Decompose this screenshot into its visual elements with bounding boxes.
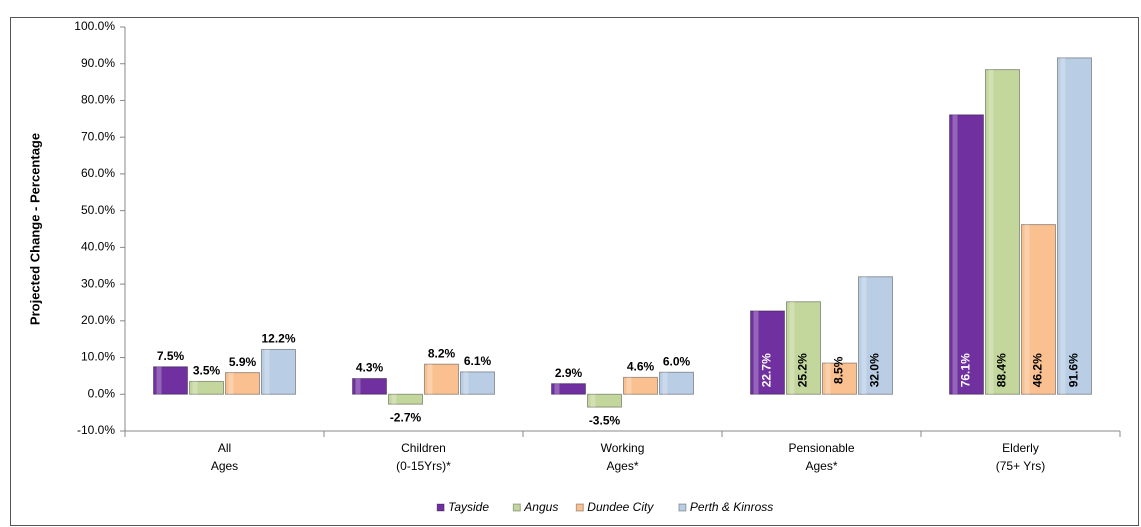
y-tick-label: 60.0%: [81, 166, 115, 180]
bar-highlight: [554, 383, 560, 395]
value-label: 22.7%: [760, 353, 774, 387]
y-tick-label: 90.0%: [81, 56, 115, 70]
bar-highlight: [662, 372, 668, 395]
value-label: 76.1%: [959, 353, 973, 387]
y-tick-label: 100.0%: [74, 19, 115, 33]
value-label: 12.2%: [261, 332, 295, 346]
value-label: 4.3%: [356, 361, 384, 375]
x-tick-label: Children (0-15Yrs)*: [396, 441, 451, 473]
bar: [659, 371, 694, 395]
x-tick-label: Working Ages*: [601, 441, 645, 473]
bar-highlight: [1024, 224, 1030, 395]
legend-label: Dundee City: [587, 500, 654, 514]
legend-label: Angus: [523, 500, 558, 514]
y-axis-title: Projected Change - Percentage: [27, 133, 42, 325]
value-label: 2.9%: [555, 366, 583, 380]
bar: [822, 362, 857, 395]
value-label: 8.5%: [832, 356, 846, 384]
bar-highlight: [753, 310, 759, 395]
bar-highlight: [626, 377, 632, 395]
legend-label: Tayside: [448, 500, 489, 514]
bar: [388, 393, 423, 405]
bar: [352, 377, 387, 395]
bar-highlight: [391, 394, 397, 405]
bar-highlight: [264, 349, 270, 395]
value-label: -2.7%: [390, 410, 422, 424]
bar: [1021, 224, 1056, 395]
y-tick-label: 70.0%: [81, 129, 115, 143]
bar-highlight: [156, 366, 162, 395]
value-label: 91.6%: [1067, 353, 1081, 387]
bar: [623, 376, 658, 395]
value-label: 46.2%: [1031, 353, 1045, 387]
value-label: 6.0%: [663, 354, 691, 368]
bar-highlight: [988, 69, 994, 395]
bar: [949, 114, 984, 395]
bar-highlight: [463, 371, 469, 395]
x-tick-label: All Ages: [211, 441, 238, 473]
bar: [189, 380, 224, 395]
legend-swatch: [436, 503, 445, 512]
x-tick-label: Elderly (75+ Yrs): [996, 441, 1045, 473]
y-tick-label: 20.0%: [81, 313, 115, 327]
value-label: 6.1%: [464, 354, 492, 368]
bar: [985, 69, 1020, 395]
y-tick-label: 80.0%: [81, 93, 115, 107]
bar: [261, 348, 296, 395]
bar-highlight: [427, 364, 433, 395]
y-tick-label: 10.0%: [81, 350, 115, 364]
bar-highlight: [355, 378, 361, 395]
y-tick-label: 30.0%: [81, 276, 115, 290]
bar-highlight: [825, 363, 831, 395]
bar-highlight: [789, 301, 795, 395]
bar-highlight: [861, 276, 867, 395]
legend-swatch: [575, 503, 584, 512]
value-label: 25.2%: [796, 353, 810, 387]
bar-highlight: [952, 114, 958, 395]
bar: [153, 366, 188, 395]
legend-swatch: [678, 503, 687, 512]
bar: [750, 310, 785, 395]
value-label: 4.6%: [627, 360, 655, 374]
bar: [551, 383, 586, 395]
value-label: 5.9%: [229, 355, 257, 369]
x-tick-label: Pensionable Ages*: [788, 441, 854, 473]
bar: [587, 393, 622, 408]
legend-label: Perth & Kinross: [690, 500, 773, 514]
bar-highlight: [1060, 57, 1066, 395]
bar-highlight: [228, 372, 234, 395]
legend-swatch: [512, 503, 521, 512]
y-tick-label: 0.0%: [88, 386, 116, 400]
value-label: 3.5%: [193, 364, 221, 378]
bar: [858, 276, 893, 395]
value-label: 88.4%: [995, 353, 1009, 387]
value-label: 32.0%: [868, 353, 882, 387]
value-label: -3.5%: [589, 413, 621, 427]
bar: [786, 301, 821, 395]
bar-highlight: [192, 381, 198, 395]
bar: [460, 371, 495, 395]
y-tick-label: -10.0%: [77, 423, 115, 437]
bar: [1057, 57, 1092, 395]
bar: [424, 363, 459, 395]
bar-highlight: [590, 394, 596, 408]
value-label: 8.2%: [428, 346, 456, 360]
bar: [225, 372, 260, 395]
value-label: 7.5%: [157, 349, 185, 363]
y-tick-label: 50.0%: [81, 203, 115, 217]
y-tick-label: 40.0%: [81, 240, 115, 254]
